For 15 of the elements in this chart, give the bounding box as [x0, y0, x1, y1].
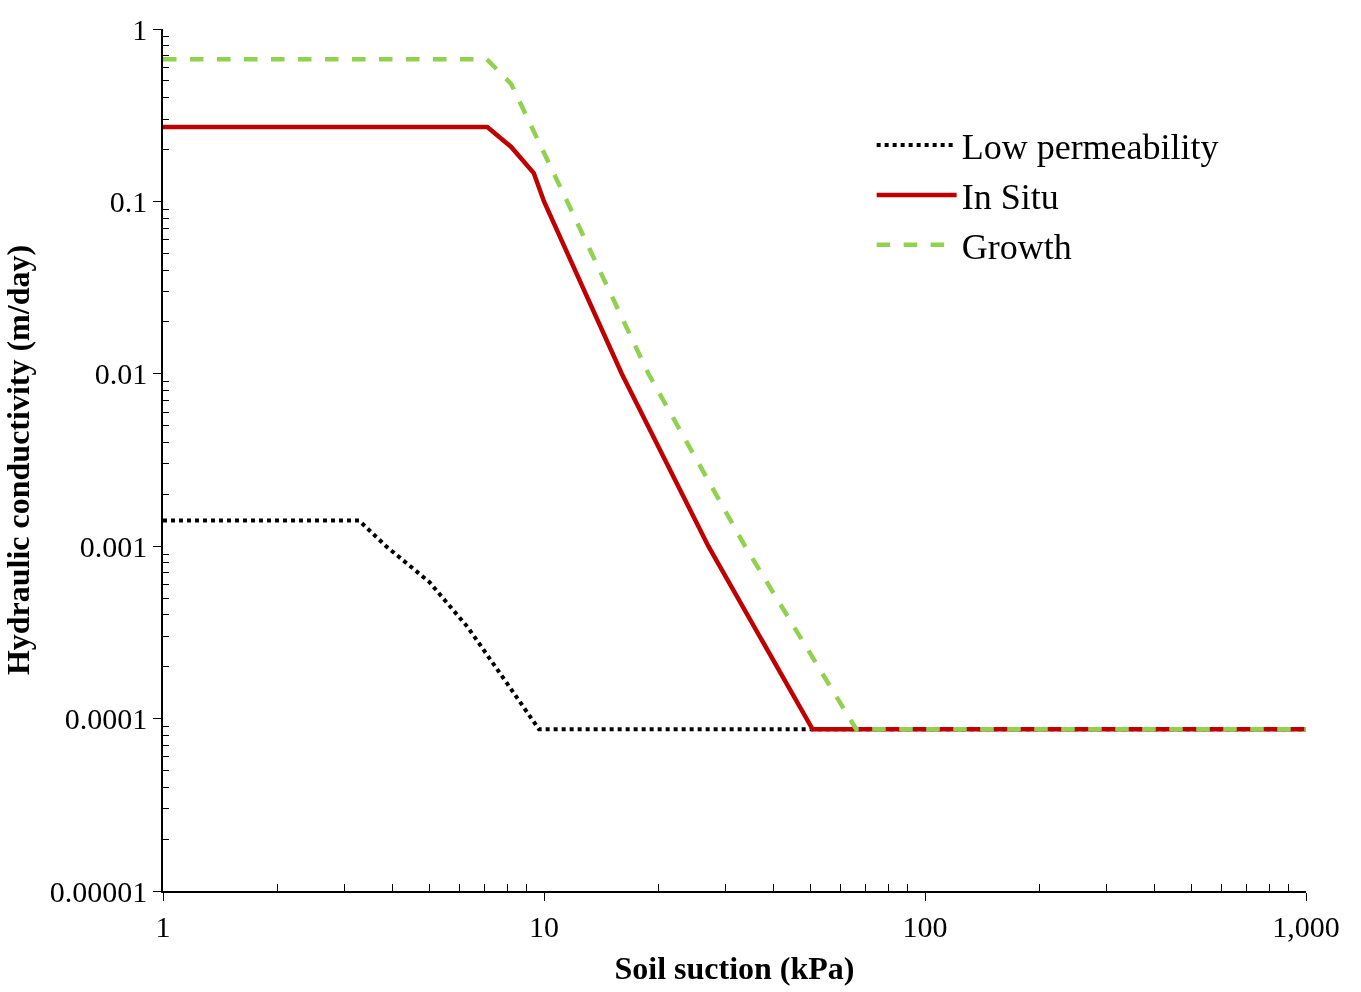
y-tick-label: 0.0001: [64, 702, 148, 736]
y-tick-label: 0.1: [109, 184, 148, 218]
x-tick-label: 1,000: [1272, 909, 1340, 943]
x-axis-title: Soil suction (kPa): [614, 950, 855, 987]
x-tick-label: 1: [155, 909, 171, 943]
legend-label: In Situ: [961, 176, 1059, 217]
y-tick-label: 0.00001: [49, 874, 148, 908]
y-tick-label: 1: [132, 12, 148, 46]
legend-label: Growth: [961, 226, 1072, 267]
y-tick-label: 0.001: [79, 529, 148, 563]
x-tick-label: 100: [902, 909, 948, 943]
y-axis-title: Hydraulic conductivity (m/day): [0, 244, 36, 676]
x-tick-label: 10: [529, 909, 559, 943]
y-tick-label: 0.01: [94, 357, 148, 391]
legend-label: Low permeability: [961, 127, 1219, 168]
